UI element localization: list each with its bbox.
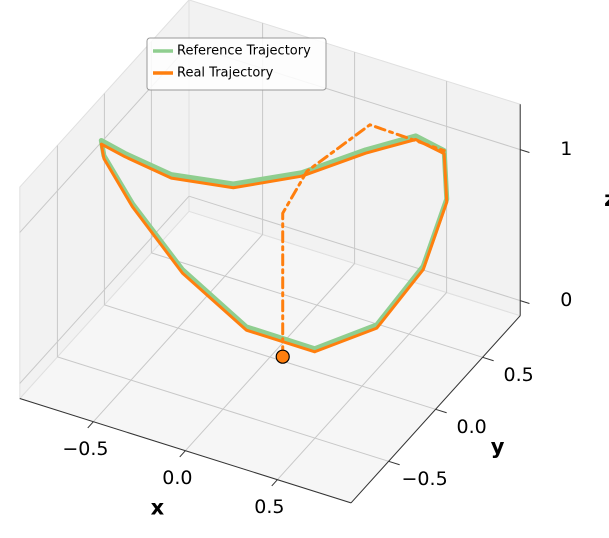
tick-mark: [271, 479, 278, 487]
grid-line: [104, 304, 436, 410]
y-axis: [350, 315, 521, 504]
tick-mark: [388, 460, 400, 466]
grid-line: [57, 356, 389, 462]
legend-label: Reference Trajectory: [177, 44, 311, 59]
legend-box: [146, 37, 327, 91]
x-tick-label: 0.5: [254, 496, 284, 518]
y-tick-label: 0.0: [456, 416, 486, 438]
tick-mark: [482, 356, 494, 362]
tick-mark: [520, 149, 530, 153]
z-tick-label: 0: [560, 289, 572, 311]
grid-line: [188, 195, 521, 302]
x-axis: [19, 398, 352, 504]
tick-mark: [179, 450, 186, 458]
y-axis-label: y: [491, 434, 505, 458]
grid-line: [19, 195, 190, 384]
tick-mark: [87, 421, 94, 429]
labels: −0.5 0.0 0.5 −0.5 0.0 0.5 0 1 x y z: [62, 138, 609, 520]
y-tick-label: −0.5: [402, 468, 448, 490]
trajectory-line: [281, 123, 446, 359]
y-tick-label: 0.5: [503, 364, 533, 386]
z-tick-label: 1: [560, 138, 572, 160]
x-tick-label: −0.5: [62, 438, 108, 460]
trajectory-line: [99, 138, 449, 354]
grid-line: [151, 252, 483, 358]
z-axis-label: z: [604, 187, 609, 211]
start-marker: [275, 349, 290, 364]
tick-mark: [520, 300, 530, 304]
tick-mark: [435, 408, 447, 414]
lines: [98, 123, 450, 364]
legend: Reference Trajectory Real Trajectory: [146, 37, 327, 91]
legend-label: Real Trajectory: [177, 66, 274, 81]
x-axis-label: x: [151, 496, 165, 520]
x-tick-label: 0.0: [162, 467, 192, 489]
